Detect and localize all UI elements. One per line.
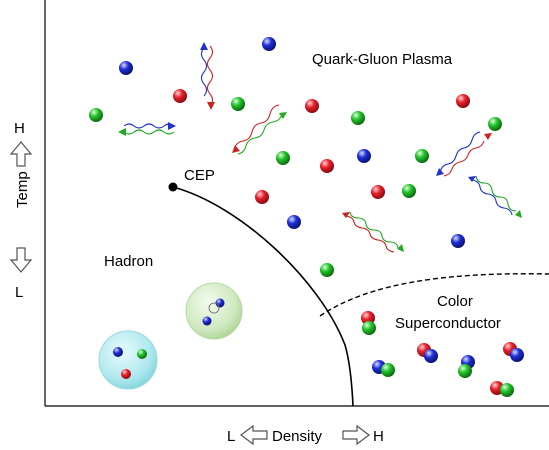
gluon-diagonal-right-lower xyxy=(468,175,522,218)
arrow-up-icon xyxy=(9,141,33,167)
quark-green xyxy=(89,108,103,122)
color-superconductor-label-line1: Color xyxy=(437,293,473,310)
hadrons xyxy=(98,282,243,390)
quark-green xyxy=(320,263,334,277)
quark-green xyxy=(402,184,416,198)
quark-green xyxy=(231,97,245,111)
quark-green xyxy=(276,151,290,165)
quark-pair xyxy=(458,355,475,378)
gluon-horizontal-left xyxy=(118,122,176,136)
quark-red xyxy=(305,99,319,113)
cep-label: CEP xyxy=(184,167,215,184)
quark-green xyxy=(415,149,429,163)
critical-end-point-marker xyxy=(168,182,178,192)
cooper-pairs xyxy=(361,311,524,397)
temp-low-label: L xyxy=(15,284,23,301)
arrow-right-icon xyxy=(342,424,370,446)
hadron-bubble-green xyxy=(185,282,243,340)
quark-pair xyxy=(372,360,395,377)
density-high-label: H xyxy=(373,428,384,445)
hadron-bubble-cyan xyxy=(98,330,158,390)
quark-red xyxy=(456,94,470,108)
quark-green xyxy=(351,111,365,125)
quark-blue xyxy=(119,61,133,75)
quark-blue xyxy=(215,298,225,308)
gluon-diagonal-center xyxy=(232,104,287,155)
color-superconductor-boundary xyxy=(319,273,549,317)
quark-green xyxy=(488,117,502,131)
temp-high-label: H xyxy=(14,120,25,137)
quark-pair xyxy=(417,343,438,363)
quark-blue xyxy=(262,37,276,51)
gluon-diagonal-lower xyxy=(342,211,404,253)
quark-blue xyxy=(357,149,371,163)
quark-red xyxy=(173,89,187,103)
qgp-quarks xyxy=(89,37,502,277)
quark-red xyxy=(371,185,385,199)
temp-axis-label: Temp xyxy=(14,171,31,208)
gluons xyxy=(118,42,522,253)
density-axis-annotation: L Density H xyxy=(227,424,384,446)
quark-blue xyxy=(287,215,301,229)
gluon-vertical xyxy=(200,42,215,110)
quark-red xyxy=(320,159,334,173)
quark-blue xyxy=(113,347,123,357)
qgp-label: Quark-Gluon Plasma xyxy=(312,51,453,68)
quark-pair xyxy=(490,381,514,397)
color-superconductor-label-line2: Superconductor xyxy=(395,315,501,332)
hadron-label: Hadron xyxy=(104,253,153,270)
density-axis-label: Density xyxy=(272,428,323,445)
axes xyxy=(44,0,549,407)
quark-pair xyxy=(361,311,376,335)
quark-blue xyxy=(451,234,465,248)
quark-pair xyxy=(503,342,524,362)
arrow-down-icon xyxy=(9,247,33,273)
quark-red xyxy=(121,369,131,379)
hadron-qgp-boundary xyxy=(172,186,354,407)
quark-red xyxy=(255,190,269,204)
gluon-diagonal-right-upper xyxy=(436,131,492,177)
temperature-axis-annotation: H Temp L xyxy=(9,120,33,301)
quark-blue xyxy=(202,316,212,326)
quark-green xyxy=(137,349,147,359)
density-low-label: L xyxy=(227,428,235,445)
arrow-left-icon xyxy=(240,424,268,446)
